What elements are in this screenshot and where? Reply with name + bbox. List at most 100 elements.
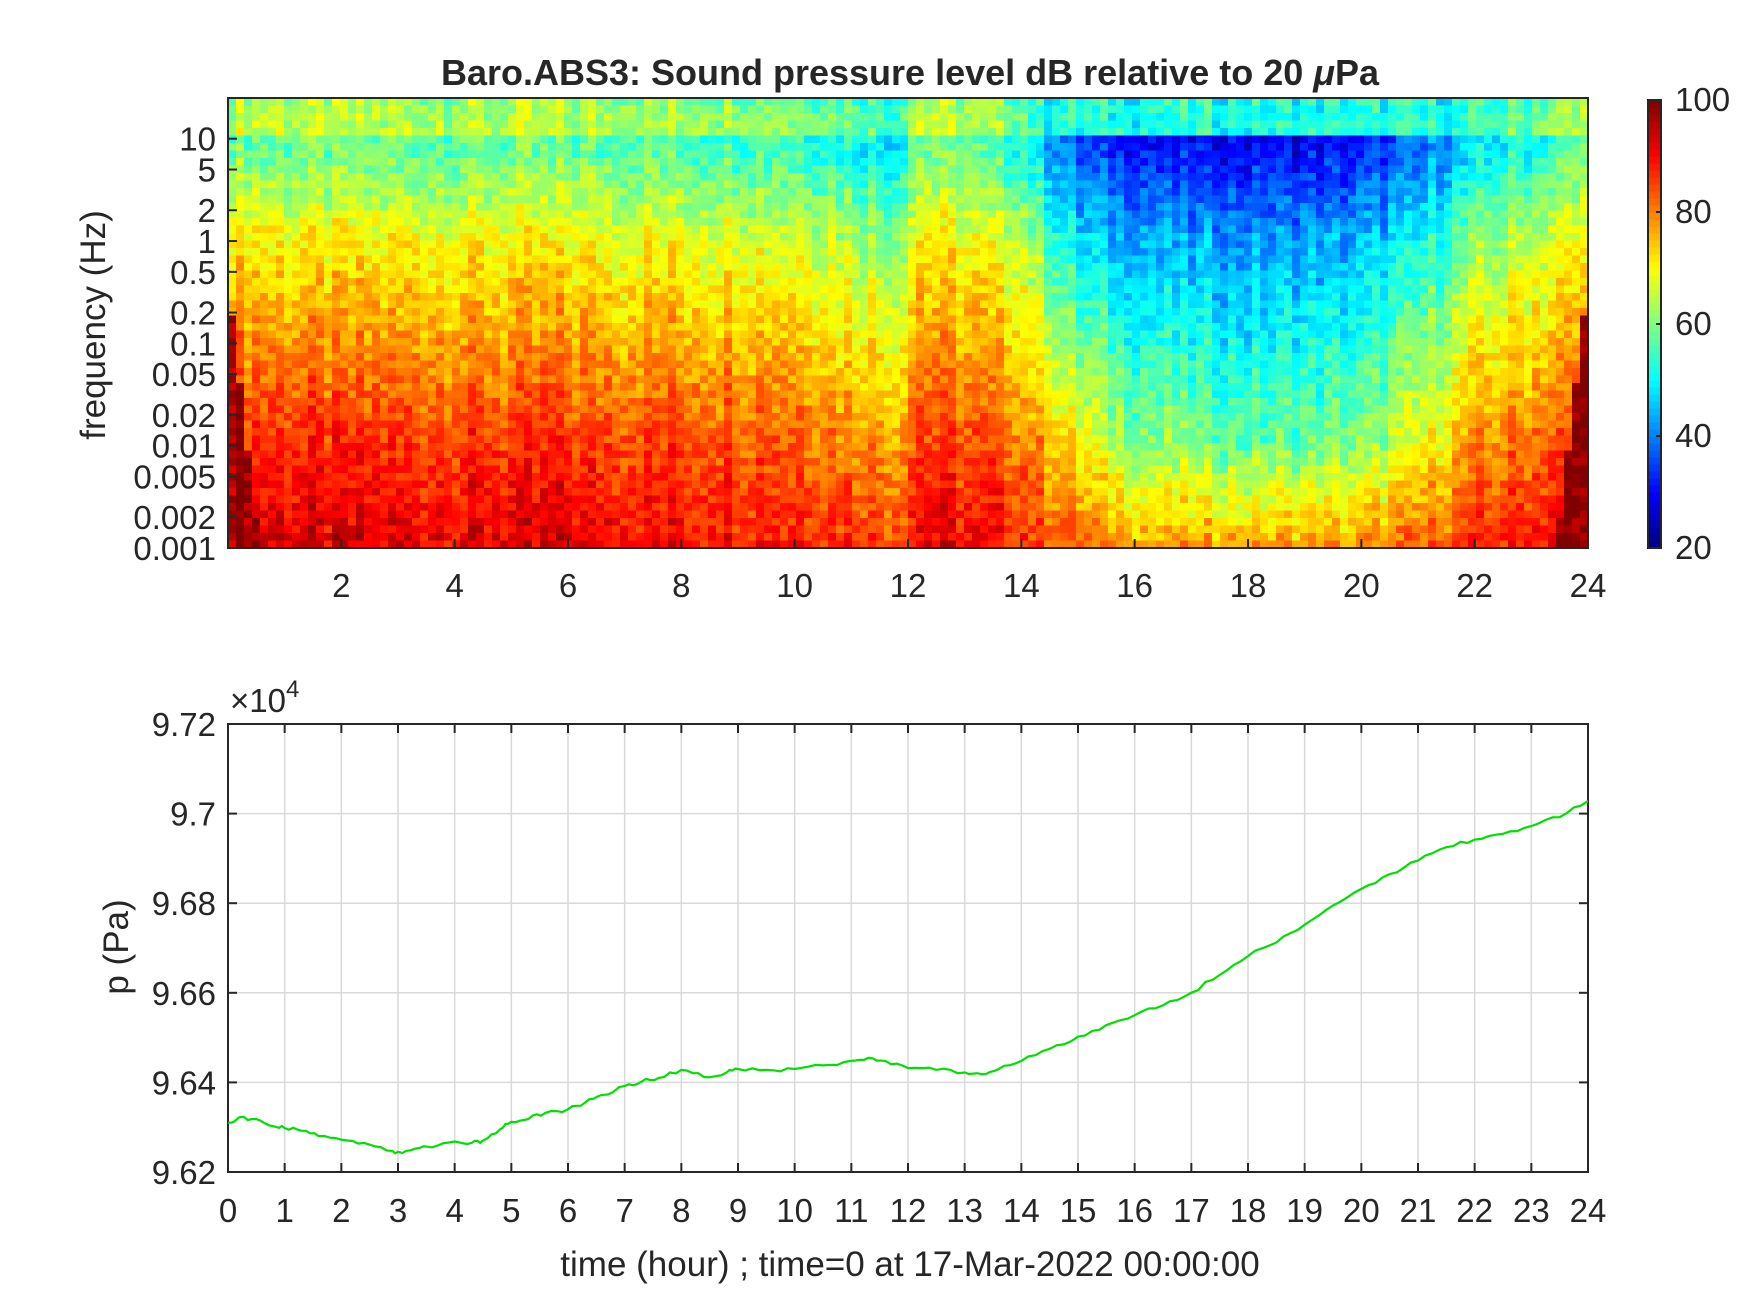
spectrogram-cell [692,518,701,527]
spectrogram-cell [420,420,429,429]
spectrogram-cell [428,158,437,167]
spectrogram-cell [676,353,685,362]
spectrogram-cell [300,285,309,294]
spectrogram-cell [324,360,333,369]
spectrogram-cell [420,338,429,347]
spectrogram-cell [580,195,589,204]
spectrogram-cell [764,473,773,482]
spectrogram-cell [716,510,725,519]
spectrogram-cell [468,98,477,107]
spectrogram-cell [548,390,557,399]
spectrogram-cell [268,360,277,369]
spectrogram-cell [524,188,533,197]
spectrogram-cell [804,383,813,392]
spectrogram-cell [476,255,485,264]
spectrogram-cell [868,263,877,272]
spectrogram-cell [404,248,413,257]
spectrogram-cell [796,195,805,204]
spectrogram-cell [692,150,701,159]
spectrogram-cell [620,435,629,444]
spectrogram-cell [476,458,485,467]
spectrogram-cell [868,510,877,519]
spectrogram-cell [612,135,621,144]
spectrogram-cell [596,293,605,302]
spectrogram-cell [236,128,245,137]
spectrogram-cell [700,375,709,384]
spectrogram-cell [508,165,517,174]
spectrogram-cell [460,195,469,204]
spectrogram-cell [764,308,773,317]
spectrogram-cell [332,420,341,429]
spectrogram-cell [276,218,285,227]
spectrogram-cell [324,300,333,309]
spectrogram-cell [604,203,613,212]
spectrogram-cell [284,398,293,407]
spectrogram-cell [812,383,821,392]
spectrogram-cell [364,210,373,219]
spectrogram-cell [380,240,389,249]
spectrogram-cell [540,188,549,197]
spectrogram-cell [556,225,565,234]
spectrogram-cell [452,525,461,534]
spectrogram-cell [748,390,757,399]
spectrogram-cell [884,120,893,129]
spectrogram-cell [292,98,301,107]
spectrogram-cell [524,323,533,332]
spectrogram-cell [676,135,685,144]
spectrogram-cell [844,240,853,249]
spectrogram-cell [884,503,893,512]
spectrogram-cell [612,495,621,504]
spectrogram-cell [876,390,885,399]
spectrogram-cell [644,398,653,407]
spectrogram-cell [732,428,741,437]
spectrogram-cell [492,420,501,429]
spectrogram-cell [780,345,789,354]
spectrogram-cell [556,218,565,227]
spectrogram-cell [228,180,237,189]
spectrogram-cell [332,188,341,197]
spectrogram-cell [476,105,485,114]
spectrogram-cell [444,293,453,302]
spectrogram-cell [852,443,861,452]
spectrogram-cell [780,503,789,512]
spectrogram-cell [348,413,357,422]
spectrogram-cell [684,188,693,197]
spectrogram-cell [260,450,269,459]
spectrogram-cell [876,383,885,392]
spectrogram-cell [780,203,789,212]
spectrogram-cell [764,510,773,519]
spectrogram-cell [812,248,821,257]
spectrogram-cell [524,495,533,504]
spectrogram-cell [748,225,757,234]
spectrogram-cell [652,300,661,309]
spectrogram-cell [652,405,661,414]
spectrogram-cell [380,398,389,407]
spectrogram-cell [860,255,869,264]
spectrogram-cell [572,195,581,204]
spectrogram-cell [788,210,797,219]
spectrogram-cell [596,540,605,549]
spectrogram-cell [836,465,845,474]
spectrogram-cell [468,533,477,542]
spectrogram-cell [836,165,845,174]
spectrogram-cell [572,240,581,249]
spectrogram-cell [372,503,381,512]
spectrogram-cell [268,510,277,519]
spectrogram-cell [876,240,885,249]
spectrogram-cell [372,105,381,114]
spectrogram-cell [684,338,693,347]
spectrogram-cell [428,345,437,354]
spectrogram-cell [788,285,797,294]
spectrogram-cell [492,248,501,257]
spectrogram-cell [428,240,437,249]
spectrogram-cell [236,158,245,167]
spectrogram-cell [612,510,621,519]
spectrogram-cell [332,525,341,534]
spectrogram-cell [796,240,805,249]
spectrogram-cell [524,315,533,324]
spectrogram-cell [684,518,693,527]
spectrogram-cell [340,345,349,354]
spectrogram-cell [556,143,565,152]
spectrogram-cell [388,413,397,422]
spectrogram-cell [252,338,261,347]
